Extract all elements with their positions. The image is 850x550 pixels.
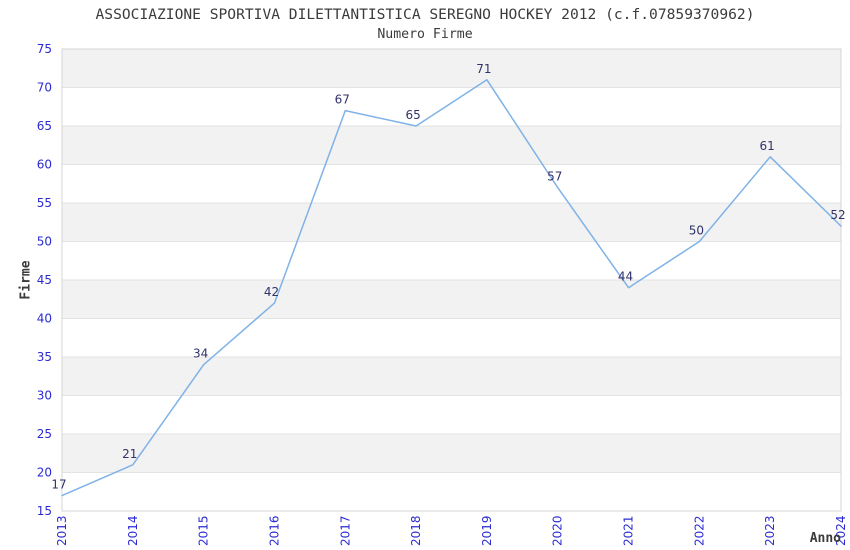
x-tick-label: 2013 — [55, 515, 69, 546]
grid-band — [62, 49, 841, 88]
y-tick-label: 55 — [37, 196, 52, 210]
data-line — [61, 79, 842, 497]
y-tick-label: 25 — [37, 427, 52, 441]
chart-title: ASSOCIAZIONE SPORTIVA DILETTANTISTICA SE… — [95, 6, 755, 23]
x-tick-label: 2019 — [480, 515, 494, 546]
data-point-label: 61 — [760, 139, 775, 153]
x-tick-label: 2024 — [834, 515, 848, 546]
data-point-label: 21 — [122, 447, 137, 461]
y-tick-label: 60 — [37, 158, 52, 172]
data-point-label: 65 — [405, 108, 420, 122]
x-tick-label: 2017 — [338, 515, 352, 546]
data-point-label: 71 — [476, 62, 491, 76]
plot-border — [61, 48, 842, 512]
x-tick-label: 2014 — [126, 515, 140, 546]
y-tick-label: 70 — [37, 81, 52, 95]
data-point-label: 52 — [830, 208, 845, 222]
data-point-label: 50 — [689, 224, 704, 238]
x-tick-label: 2022 — [692, 515, 706, 546]
x-tick-label: 2016 — [267, 515, 281, 546]
y-axis-title: Firme — [18, 260, 34, 300]
chart-subtitle: Numero Firme — [377, 27, 473, 42]
y-tick-label: 45 — [37, 273, 52, 287]
x-tick-label: 2020 — [551, 515, 565, 546]
y-tick-label: 30 — [37, 389, 52, 403]
grid-band — [62, 357, 841, 396]
x-axis-title: Anno — [809, 531, 841, 546]
y-tick-label: 35 — [37, 350, 52, 364]
x-tick-label: 2015 — [197, 515, 211, 546]
y-tick-label: 40 — [37, 312, 52, 326]
y-tick-label: 15 — [37, 504, 52, 518]
x-tick-label: 2018 — [409, 515, 423, 546]
data-point-label: 42 — [264, 285, 279, 299]
grid-band — [62, 434, 841, 473]
data-point-label: 57 — [547, 170, 562, 184]
y-tick-label: 20 — [37, 466, 52, 480]
data-point-label: 34 — [193, 347, 208, 361]
data-point-label: 17 — [51, 478, 66, 492]
x-tick-label: 2021 — [622, 515, 636, 546]
x-tick-label: 2023 — [763, 515, 777, 546]
grid-band — [62, 280, 841, 319]
y-tick-label: 65 — [37, 119, 52, 133]
grid-band — [62, 126, 841, 165]
data-point-label: 44 — [618, 270, 633, 284]
grid-band — [62, 203, 841, 242]
y-tick-label: 75 — [37, 42, 52, 56]
y-tick-label: 50 — [37, 235, 52, 249]
data-point-label: 67 — [335, 93, 350, 107]
